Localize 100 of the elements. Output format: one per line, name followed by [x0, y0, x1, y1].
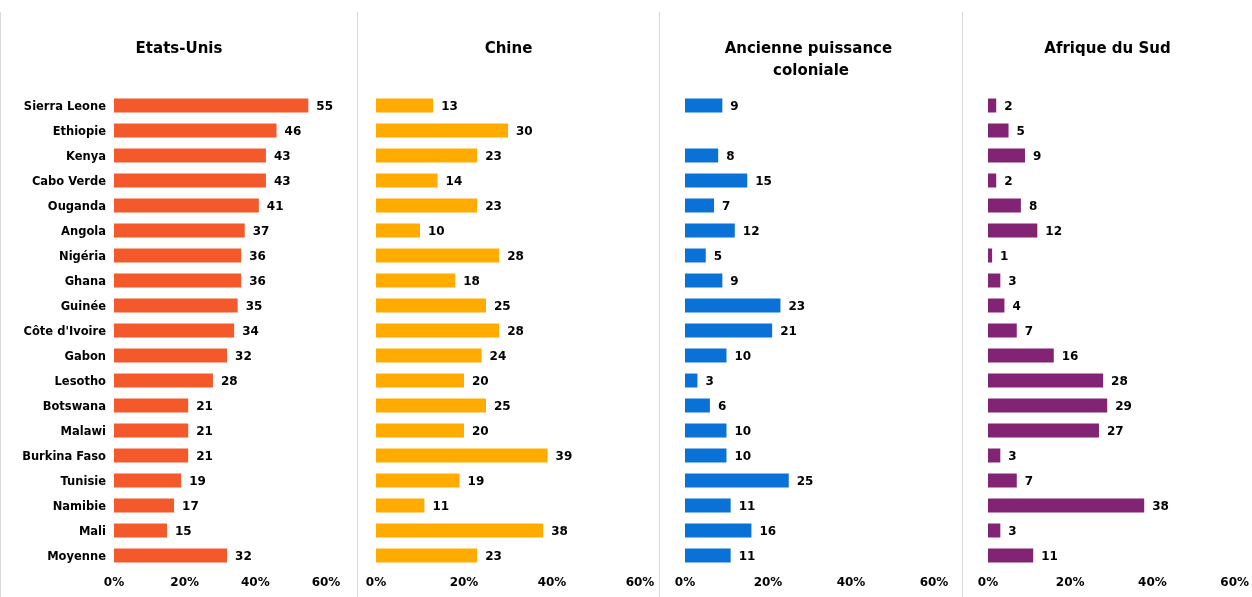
y-tick-label: Lesotho — [54, 373, 107, 388]
y-tick-label: Mali — [78, 523, 106, 538]
x-tick-label: 0% — [674, 575, 696, 589]
data-label: 36 — [249, 273, 266, 288]
data-label: 1 — [1000, 248, 1009, 263]
data-label: 30 — [516, 123, 533, 138]
x-tick-label: 40% — [240, 575, 270, 589]
bar — [685, 498, 731, 513]
bar — [988, 348, 1054, 363]
data-label: 19 — [467, 473, 485, 488]
bar — [988, 123, 1009, 138]
bar — [114, 548, 228, 563]
data-label: 12 — [742, 223, 760, 238]
y-tick-label: Malawi — [60, 423, 106, 438]
x-tick-label: 0% — [103, 575, 125, 589]
data-label: 28 — [507, 323, 524, 338]
bar — [114, 123, 277, 138]
data-label: 15 — [755, 173, 772, 188]
data-label: 10 — [734, 423, 752, 438]
data-label: 21 — [196, 398, 213, 413]
data-label: 3 — [705, 373, 714, 388]
x-tick-label: 60% — [625, 575, 655, 589]
bar — [376, 398, 486, 413]
data-label: 10 — [734, 448, 752, 463]
bar — [988, 273, 1001, 288]
data-label: 3 — [1008, 448, 1017, 463]
data-label: 7 — [1024, 323, 1034, 338]
data-label: 2 — [1004, 98, 1013, 113]
x-tick-label: 20% — [170, 575, 200, 589]
bar — [376, 423, 464, 438]
bar — [114, 248, 242, 263]
bar — [114, 273, 242, 288]
bar — [114, 148, 266, 163]
data-label: 43 — [273, 148, 291, 163]
data-label: 16 — [1061, 348, 1079, 363]
bar — [114, 523, 167, 538]
data-label: 46 — [284, 123, 302, 138]
x-tick-label: 20% — [449, 575, 479, 589]
bar — [988, 298, 1005, 313]
data-label: 9 — [1033, 148, 1042, 163]
bar — [114, 473, 182, 488]
data-label: 15 — [175, 523, 192, 538]
bar — [685, 423, 727, 438]
bar — [376, 198, 478, 213]
data-label: 17 — [182, 498, 199, 513]
bar — [685, 223, 735, 238]
bar — [988, 173, 997, 188]
x-tick-label: 40% — [1138, 575, 1167, 589]
bar — [114, 398, 189, 413]
y-tick-label: Botswana — [42, 398, 106, 413]
bar — [114, 498, 175, 513]
bar — [114, 373, 213, 388]
x-tick-label: 60% — [311, 575, 341, 589]
bar — [376, 473, 460, 488]
data-label: 41 — [266, 198, 284, 213]
data-label: 21 — [196, 423, 213, 438]
data-label: 21 — [196, 448, 213, 463]
data-label: 11 — [432, 498, 450, 513]
data-label: 13 — [441, 98, 458, 113]
data-label: 23 — [788, 298, 806, 313]
bar — [685, 298, 781, 313]
y-tick-label: Angola — [61, 223, 106, 238]
data-label: 28 — [220, 373, 238, 388]
bar — [376, 248, 500, 263]
x-tick-label: 40% — [836, 575, 866, 589]
bar — [988, 398, 1108, 413]
data-label: 18 — [463, 273, 480, 288]
data-label: 38 — [1152, 498, 1169, 513]
bar — [114, 223, 245, 238]
data-label: 38 — [551, 523, 568, 538]
y-tick-label: Namibie — [52, 498, 107, 513]
chart-title: Ancienne puissance coloniale — [724, 39, 898, 79]
data-label: 2 — [1004, 173, 1013, 188]
bar — [988, 98, 997, 113]
data-label: 25 — [494, 298, 511, 313]
y-tick-label: Côte d'Ivoire — [23, 323, 107, 338]
data-label: 10 — [734, 348, 752, 363]
bar — [685, 248, 706, 263]
x-tick-label: 20% — [753, 575, 783, 589]
bar — [376, 173, 438, 188]
bar — [376, 148, 478, 163]
bar — [376, 448, 548, 463]
bar — [685, 473, 789, 488]
bar — [376, 273, 456, 288]
data-label: 28 — [1111, 373, 1128, 388]
bar — [376, 123, 508, 138]
y-tick-label: Guinée — [60, 298, 107, 313]
data-label: 35 — [245, 298, 263, 313]
data-label: 25 — [494, 398, 511, 413]
bar — [988, 523, 1001, 538]
bar — [376, 98, 434, 113]
data-label: 36 — [249, 248, 266, 263]
y-tick-label: Cabo Verde — [31, 173, 107, 188]
x-tick-label: 20% — [1055, 575, 1085, 589]
bar — [988, 223, 1038, 238]
data-label: 39 — [555, 448, 573, 463]
bar — [685, 448, 727, 463]
data-label: 11 — [1041, 548, 1058, 563]
data-label: 43 — [273, 173, 291, 188]
bar — [376, 523, 544, 538]
